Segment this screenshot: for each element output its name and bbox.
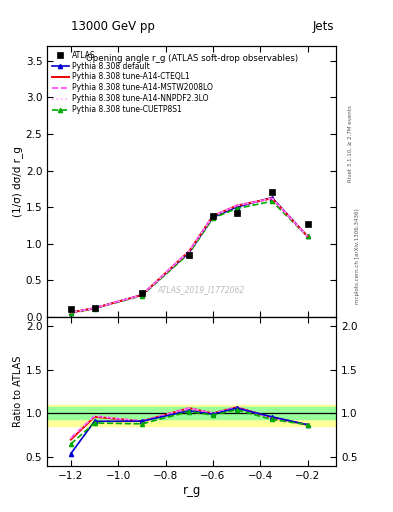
Text: ATLAS_2019_I1772062: ATLAS_2019_I1772062 — [157, 285, 245, 293]
Y-axis label: Ratio to ATLAS: Ratio to ATLAS — [13, 356, 23, 427]
Text: Jets: Jets — [312, 20, 334, 33]
Bar — [47, 404, 336, 426]
Y-axis label: (1/σ) dσ/d r_g: (1/σ) dσ/d r_g — [12, 146, 23, 217]
Bar — [47, 407, 336, 419]
Text: mcplots.cern.ch [arXiv:1306.3436]: mcplots.cern.ch [arXiv:1306.3436] — [355, 208, 360, 304]
Text: 13000 GeV pp: 13000 GeV pp — [71, 20, 154, 33]
Legend: ATLAS, Pythia 8.308 default, Pythia 8.308 tune-A14-CTEQL1, Pythia 8.308 tune-A14: ATLAS, Pythia 8.308 default, Pythia 8.30… — [50, 49, 215, 116]
X-axis label: r_g: r_g — [182, 483, 201, 497]
Text: Opening angle r_g (ATLAS soft-drop observables): Opening angle r_g (ATLAS soft-drop obser… — [86, 54, 298, 63]
Text: Rivet 3.1.10, ≥ 2.7M events: Rivet 3.1.10, ≥ 2.7M events — [348, 105, 353, 182]
